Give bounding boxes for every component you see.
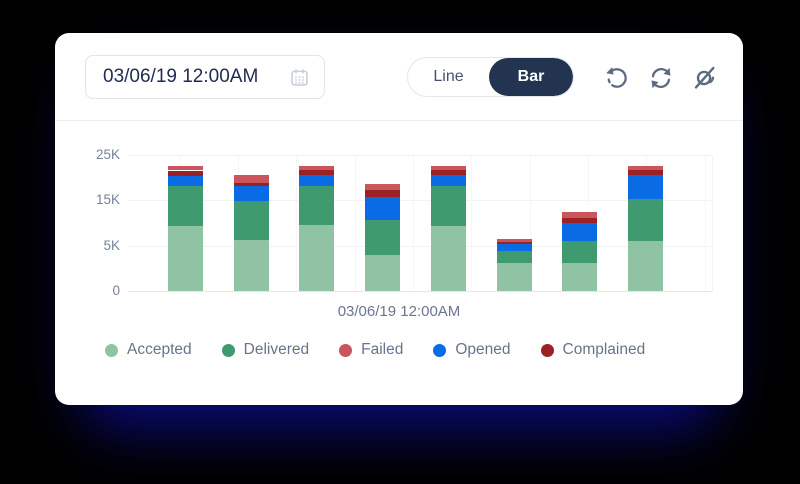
legend-label: Opened — [455, 341, 511, 358]
bar-segment-delivered[interactable] — [562, 240, 598, 263]
horizontal-gridline-15K — [128, 200, 712, 202]
legend-item-accepted[interactable]: Accepted — [105, 341, 192, 359]
x-axis-label: 03/06/19 12:00AM — [337, 303, 461, 320]
bar-group-6 — [496, 155, 532, 291]
bar-segment-accepted[interactable] — [562, 262, 598, 291]
bar-segment-complained[interactable] — [562, 217, 598, 223]
bar-segment-failed[interactable] — [627, 165, 663, 170]
bar-segment-failed[interactable] — [496, 239, 532, 242]
y-tick-0: 0 — [112, 283, 120, 298]
vertical-gridline — [296, 155, 298, 291]
bar-segment-accepted[interactable] — [365, 254, 401, 291]
bar-segment-failed[interactable] — [299, 165, 335, 171]
hide-graph-icon[interactable] — [691, 64, 718, 91]
bar-segment-opened[interactable] — [627, 174, 663, 199]
legend-dot-failed — [339, 343, 353, 357]
y-tick-15K: 15K — [95, 192, 120, 208]
bar-segment-delivered[interactable] — [627, 198, 663, 241]
bar-segment-delivered[interactable] — [365, 220, 401, 255]
y-tick-5K: 5K — [103, 237, 120, 253]
y-tick-25K: 25K — [95, 147, 120, 162]
legend-label: Accepted — [127, 341, 192, 358]
horizontal-gridline-5K — [128, 245, 712, 247]
line-toggle-button[interactable]: Line — [408, 58, 489, 96]
bar-segment-failed[interactable] — [233, 174, 269, 184]
vertical-gridline — [354, 155, 356, 291]
bar-segment-failed[interactable] — [365, 183, 401, 190]
bar-group-2 — [233, 155, 269, 291]
plot-area — [128, 155, 713, 292]
bar-toggle-button[interactable]: Bar — [489, 58, 573, 96]
refresh-icon[interactable] — [647, 64, 674, 91]
calendar-icon[interactable] — [289, 67, 310, 88]
bar-group-1 — [168, 155, 203, 291]
legend-dot-opened — [433, 343, 447, 357]
bar-group-5 — [430, 155, 466, 291]
bar-group-7 — [562, 155, 598, 291]
bar-group-4 — [365, 155, 401, 291]
bar-segment-accepted[interactable] — [299, 225, 335, 291]
bar-segment-accepted[interactable] — [430, 226, 466, 291]
vertical-gridline — [529, 155, 531, 291]
bar-segment-complained[interactable] — [233, 183, 269, 186]
bar-group-3 — [299, 155, 335, 291]
legend-item-delivered[interactable]: Delivered — [221, 341, 310, 359]
bar-segment-opened[interactable] — [168, 175, 203, 187]
datetime-picker[interactable] — [85, 55, 325, 99]
legend-item-opened[interactable]: Opened — [433, 341, 511, 359]
bar-segment-opened[interactable] — [562, 222, 598, 241]
legend-label: Complained — [562, 341, 646, 358]
vertical-gridline — [704, 155, 706, 291]
bar-segment-opened[interactable] — [496, 243, 532, 252]
bar-segment-complained[interactable] — [168, 170, 203, 176]
legend-label: Delivered — [243, 341, 310, 358]
bar-segment-complained[interactable] — [496, 241, 532, 244]
legend-label: Failed — [361, 341, 404, 358]
bar-segment-failed[interactable] — [168, 165, 203, 171]
header-divider — [55, 120, 743, 121]
legend-item-failed[interactable]: Failed — [339, 341, 403, 359]
horizontal-gridline-25K — [128, 155, 712, 156]
chart-type-toggle: Line Bar — [407, 57, 574, 97]
bar-segment-failed[interactable] — [430, 165, 466, 171]
analytics-card: Line Bar — [55, 33, 743, 405]
vertical-gridline — [471, 155, 473, 291]
bar-segment-complained[interactable] — [430, 170, 466, 176]
legend: Accepted Delivered Failed Opened Complained — [105, 341, 645, 359]
legend-dot-delivered — [221, 343, 235, 357]
bar-segment-delivered[interactable] — [299, 186, 335, 226]
legend-dot-accepted — [105, 343, 118, 357]
bar-segment-opened[interactable] — [233, 185, 269, 202]
bar-group-8 — [627, 155, 663, 291]
bar-segment-complained[interactable] — [365, 189, 401, 198]
datetime-input[interactable] — [103, 66, 289, 88]
bar-segment-accepted[interactable] — [233, 240, 269, 291]
legend-item-complained[interactable]: Complained — [540, 341, 646, 359]
bar-segment-accepted[interactable] — [627, 240, 663, 291]
bar-segment-delivered[interactable] — [233, 201, 269, 241]
bar-segment-complained[interactable] — [299, 170, 335, 176]
bar-segment-opened[interactable] — [365, 197, 401, 221]
legend-dot-complained — [540, 343, 554, 357]
bar-segment-delivered[interactable] — [496, 251, 532, 263]
bar-segment-complained[interactable] — [627, 169, 663, 175]
chart-actions — [603, 64, 718, 91]
bar-segment-opened[interactable] — [299, 175, 335, 187]
bar-segment-accepted[interactable] — [168, 226, 203, 291]
bar-segment-delivered[interactable] — [168, 186, 203, 227]
vertical-gridline — [413, 155, 414, 291]
bar-segment-delivered[interactable] — [430, 186, 466, 227]
bar-segment-accepted[interactable] — [496, 262, 532, 291]
bar-segment-failed[interactable] — [562, 212, 598, 218]
undo-icon[interactable] — [603, 64, 630, 91]
bar-segment-opened[interactable] — [430, 175, 466, 187]
